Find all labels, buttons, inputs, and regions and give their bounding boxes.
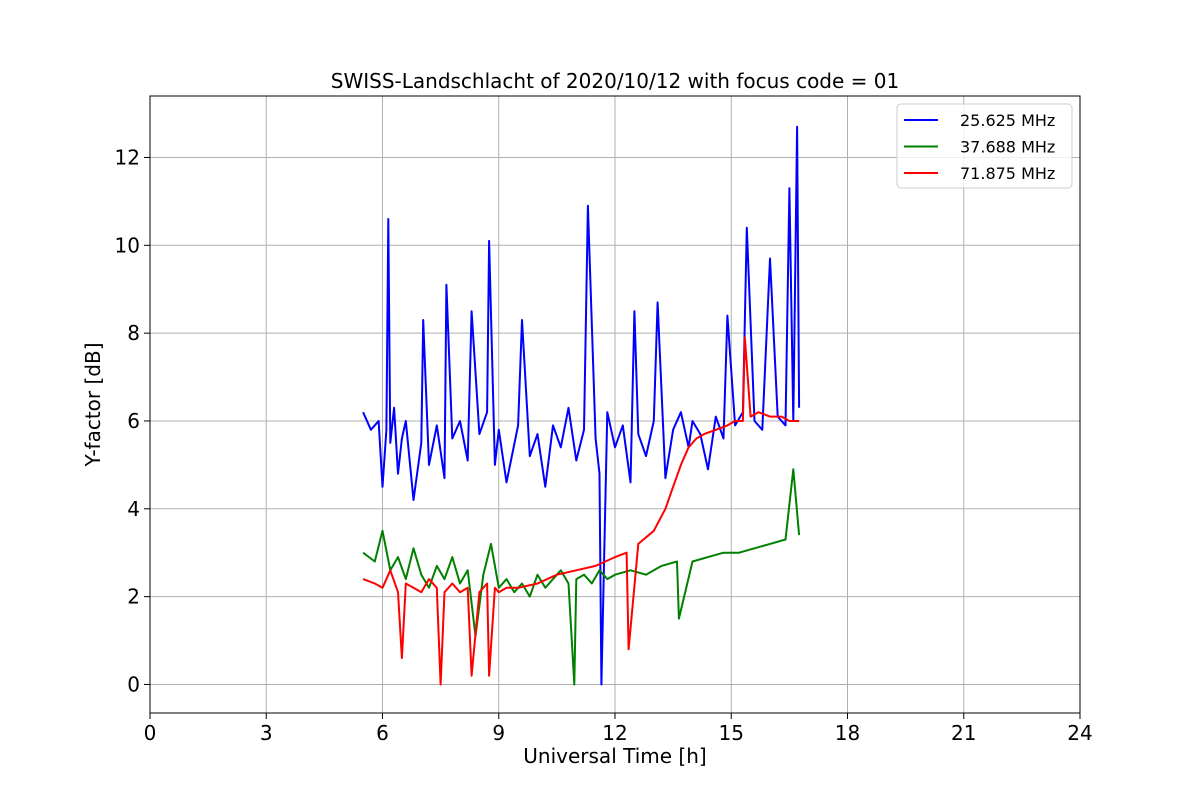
series-line-3 [362,336,800,686]
series-line-1 [362,125,801,686]
x-tick-label: 15 [719,721,744,745]
y-tick-label: 8 [127,321,140,345]
legend-items: 25.625 MHz 37.688 MHz 71.875 MHz [904,111,1055,183]
series-layer [362,125,801,686]
legend-box [896,103,1073,189]
y-tick-label: 6 [127,409,140,433]
legend-label-2: 37.688 MHz [960,138,1055,157]
legend-label-3: 71.875 MHz [960,164,1055,183]
y-axis-label: Y-factor [dB] [81,342,105,467]
x-tick-label: 9 [492,721,505,745]
y-tick-label: 4 [127,497,140,521]
x-tick-label: 21 [951,721,976,745]
legend: 25.625 MHz 37.688 MHz 71.875 MHz [896,103,1073,189]
x-tick-label: 3 [260,721,273,745]
x-tick-label: 0 [144,721,157,745]
y-tick-label: 12 [115,145,140,169]
y-tick-label: 0 [127,672,140,696]
y-tick-label: 10 [115,233,140,257]
x-tick-label: 24 [1067,721,1092,745]
x-tick-label: 18 [835,721,860,745]
legend-label-1: 25.625 MHz [960,111,1055,130]
x-tick-label: 12 [602,721,627,745]
series-line-2 [362,468,801,686]
chart-title: SWISS-Landschlacht of 2020/10/12 with fo… [331,69,899,93]
y-tick-label: 2 [127,585,140,609]
x-tick-label: 6 [376,721,389,745]
x-axis-label: Universal Time [h] [523,744,706,768]
